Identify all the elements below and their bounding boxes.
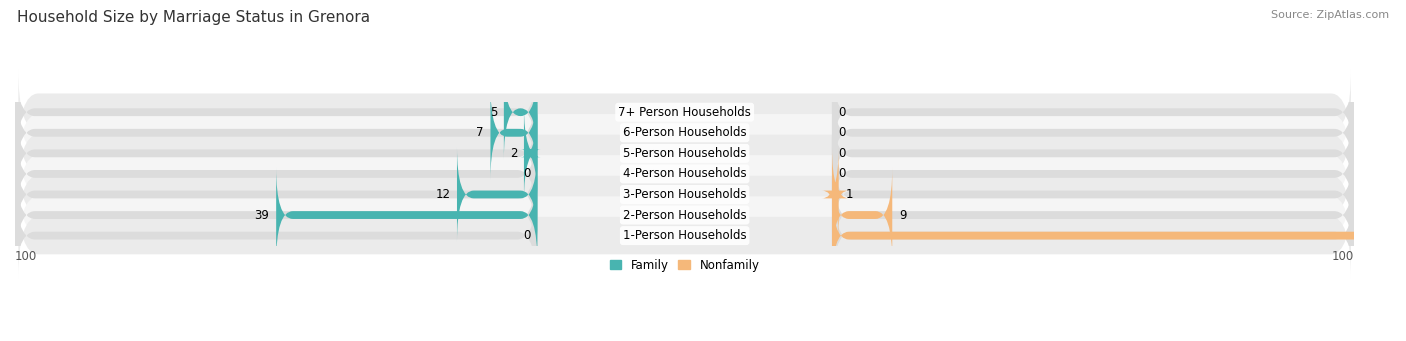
FancyBboxPatch shape [832, 116, 1354, 232]
FancyBboxPatch shape [15, 178, 537, 293]
Text: 5-Person Households: 5-Person Households [623, 147, 747, 160]
FancyBboxPatch shape [520, 106, 541, 201]
FancyBboxPatch shape [832, 188, 1375, 283]
FancyBboxPatch shape [832, 95, 1354, 211]
Text: Source: ZipAtlas.com: Source: ZipAtlas.com [1271, 10, 1389, 20]
FancyBboxPatch shape [18, 172, 1351, 258]
Text: 7: 7 [477, 126, 484, 139]
FancyBboxPatch shape [503, 65, 537, 160]
FancyBboxPatch shape [18, 151, 1351, 237]
Text: 0: 0 [839, 126, 846, 139]
FancyBboxPatch shape [276, 167, 537, 263]
FancyBboxPatch shape [457, 147, 537, 242]
FancyBboxPatch shape [15, 157, 537, 273]
Text: 2-Person Households: 2-Person Households [623, 209, 747, 222]
Text: Household Size by Marriage Status in Grenora: Household Size by Marriage Status in Gre… [17, 10, 370, 25]
FancyBboxPatch shape [832, 137, 1354, 252]
FancyBboxPatch shape [15, 95, 537, 211]
FancyBboxPatch shape [18, 69, 1351, 155]
Text: 2: 2 [510, 147, 517, 160]
Text: 3-Person Households: 3-Person Households [623, 188, 747, 201]
FancyBboxPatch shape [491, 85, 537, 180]
FancyBboxPatch shape [15, 55, 537, 170]
FancyBboxPatch shape [832, 157, 1354, 273]
FancyBboxPatch shape [15, 75, 537, 191]
Text: 39: 39 [254, 209, 270, 222]
Legend: Family, Nonfamily: Family, Nonfamily [610, 259, 759, 272]
Text: 100: 100 [15, 250, 37, 264]
Text: 1: 1 [845, 188, 853, 201]
Text: 5: 5 [489, 106, 498, 119]
FancyBboxPatch shape [15, 137, 537, 252]
FancyBboxPatch shape [823, 147, 849, 242]
FancyBboxPatch shape [15, 116, 537, 232]
Text: 9: 9 [898, 209, 907, 222]
Text: 0: 0 [523, 229, 530, 242]
Text: 81: 81 [1381, 229, 1396, 242]
Text: 7+ Person Households: 7+ Person Households [619, 106, 751, 119]
Text: 12: 12 [436, 188, 450, 201]
FancyBboxPatch shape [18, 193, 1351, 279]
FancyBboxPatch shape [832, 167, 893, 263]
FancyBboxPatch shape [832, 55, 1354, 170]
Text: 0: 0 [839, 147, 846, 160]
Text: 0: 0 [839, 167, 846, 180]
FancyBboxPatch shape [832, 178, 1354, 293]
FancyBboxPatch shape [18, 110, 1351, 196]
Text: 0: 0 [839, 106, 846, 119]
Text: 0: 0 [523, 167, 530, 180]
FancyBboxPatch shape [832, 75, 1354, 191]
FancyBboxPatch shape [18, 90, 1351, 176]
Text: 100: 100 [1331, 250, 1354, 264]
FancyBboxPatch shape [18, 131, 1351, 217]
Text: 6-Person Households: 6-Person Households [623, 126, 747, 139]
Text: 4-Person Households: 4-Person Households [623, 167, 747, 180]
Text: 1-Person Households: 1-Person Households [623, 229, 747, 242]
